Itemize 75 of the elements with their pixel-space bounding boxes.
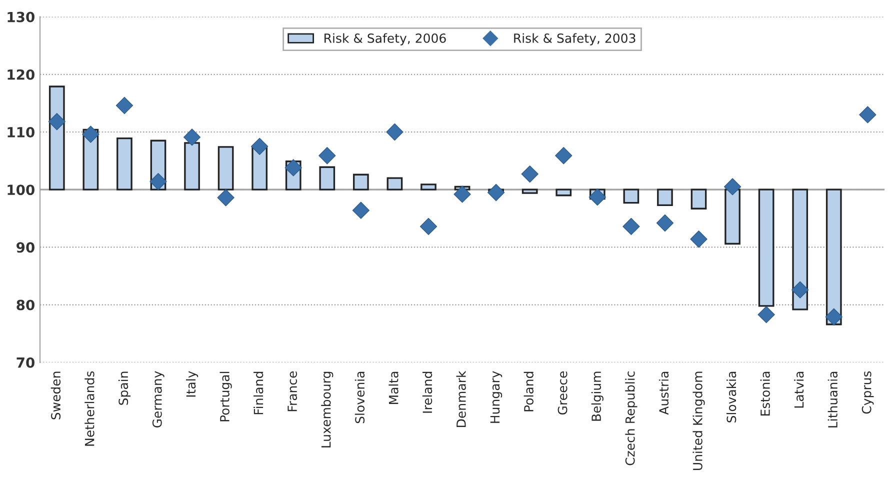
x-tick-label: Greece	[558, 371, 568, 415]
bar	[218, 146, 234, 190]
point	[690, 230, 708, 248]
point	[183, 128, 201, 146]
x-tick-label: Denmark	[456, 370, 466, 427]
x-tick-label: Czech Republic	[625, 372, 638, 466]
bar	[724, 188, 740, 245]
x-tick-label: France	[288, 371, 297, 412]
y-tick-label: 100	[8, 184, 34, 196]
point	[251, 138, 268, 155]
y-tick-label: 120	[8, 69, 34, 80]
point	[48, 113, 66, 130]
bar	[386, 177, 403, 190]
point	[521, 165, 538, 183]
x-tick-label: Slovenia	[354, 372, 365, 424]
point	[150, 172, 167, 190]
x-tick-label: Ireland	[422, 372, 432, 413]
x-tick-label: Slovakia	[726, 372, 736, 422]
point	[487, 184, 505, 202]
point	[859, 106, 876, 124]
point	[352, 202, 370, 219]
x-tick-label: Germany	[152, 371, 164, 428]
x-tick-label: Italy	[186, 371, 198, 397]
bar	[657, 188, 673, 206]
x-tick-label: Belgium	[591, 372, 604, 421]
bar	[623, 188, 640, 204]
legend-label: Risk & Safety, 2006	[324, 33, 446, 46]
point	[555, 147, 572, 164]
bar	[420, 184, 436, 190]
x-tick-label: Luxembourg	[321, 372, 334, 448]
bar	[690, 188, 707, 210]
x-tick-label: Spain	[118, 372, 131, 405]
x-tick-label: Sweden	[50, 372, 61, 420]
point	[656, 214, 674, 232]
x-tick-label: United Kingdom	[692, 372, 705, 470]
bar	[184, 142, 200, 190]
y-tick-label: 90	[16, 242, 34, 253]
y-tick-label: 80	[16, 300, 34, 310]
y-tick-label: 110	[8, 126, 34, 138]
bar	[758, 188, 774, 307]
x-tick-label: Portugal	[220, 372, 232, 422]
point	[758, 306, 775, 324]
bar	[522, 188, 538, 194]
bar	[319, 166, 336, 190]
x-tick-label: Hungary	[490, 371, 502, 423]
point	[116, 96, 134, 114]
point	[82, 126, 100, 143]
x-tick-label: Finland	[254, 372, 264, 414]
y-tick-label: 130	[8, 12, 34, 22]
point	[318, 147, 336, 164]
point	[386, 123, 404, 141]
point	[284, 159, 302, 176]
point	[724, 178, 742, 196]
legend-label: Risk & Safety, 2003	[514, 33, 636, 46]
point	[420, 218, 438, 236]
x-tick-label: Poland	[524, 372, 534, 412]
bar	[556, 188, 572, 196]
x-tick-label: Cyprus	[862, 371, 874, 414]
point	[825, 308, 842, 326]
point	[217, 189, 234, 206]
x-tick-label: Malta	[388, 372, 398, 404]
point	[622, 218, 640, 236]
x-tick-label: Austria	[658, 372, 669, 415]
x-tick-label: Netherlands	[84, 371, 94, 446]
bar	[116, 138, 132, 190]
x-tick-label: Estonia	[760, 372, 770, 416]
bar	[353, 174, 369, 190]
x-tick-label: Latvia	[794, 372, 804, 408]
y-tick-label: 70	[16, 357, 34, 368]
bar	[792, 188, 808, 310]
bar	[826, 188, 842, 326]
point	[588, 188, 606, 206]
x-tick-label: Lithuania	[828, 372, 838, 428]
point	[454, 186, 471, 203]
point	[792, 281, 809, 298]
